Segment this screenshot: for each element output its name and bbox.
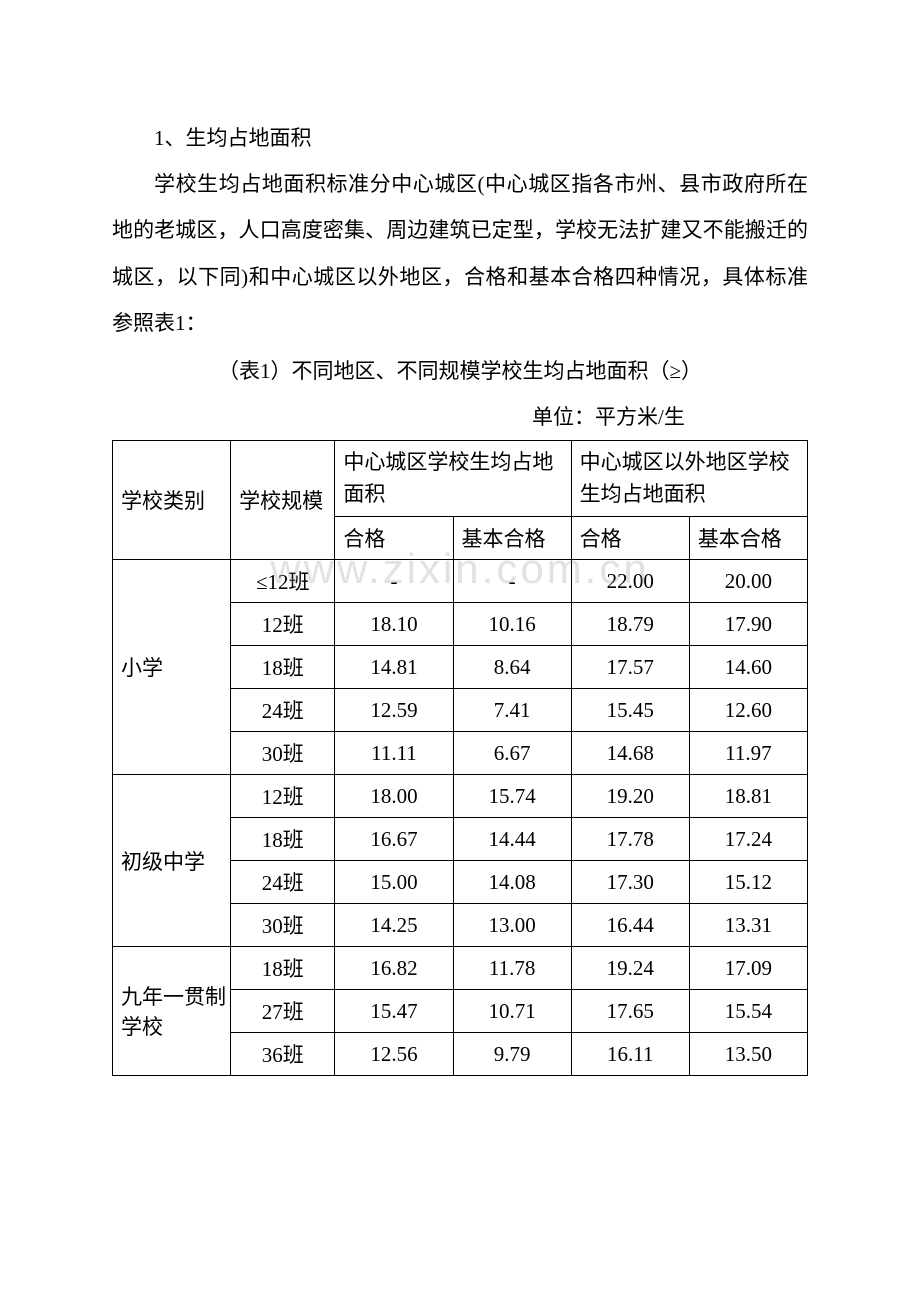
table-row: 初级中学12班18.0015.7419.2018.81: [113, 775, 808, 818]
value-cell: 8.64: [453, 646, 571, 689]
scale-cell: 36班: [231, 1033, 335, 1076]
value-cell: 15.47: [335, 990, 453, 1033]
value-cell: 16.11: [571, 1033, 689, 1076]
value-cell: 15.54: [689, 990, 807, 1033]
value-cell: 19.24: [571, 947, 689, 990]
scale-cell: ≤12班: [231, 560, 335, 603]
value-cell: -: [453, 560, 571, 603]
value-cell: 12.59: [335, 689, 453, 732]
scale-cell: 18班: [231, 947, 335, 990]
value-cell: 18.79: [571, 603, 689, 646]
value-cell: 15.12: [689, 861, 807, 904]
table-caption: （表1）不同地区、不同规模学校生均占地面积（≥）: [112, 348, 808, 394]
description-paragraph: 学校生均占地面积标准分中心城区(中心城区指各市州、县市政府所在地的老城区，人口高…: [112, 161, 808, 346]
value-cell: 17.65: [571, 990, 689, 1033]
scale-cell: 30班: [231, 732, 335, 775]
section-title: 1、生均占地面积: [112, 115, 808, 161]
scale-cell: 12班: [231, 775, 335, 818]
scale-cell: 12班: [231, 603, 335, 646]
value-cell: 7.41: [453, 689, 571, 732]
scale-cell: 24班: [231, 861, 335, 904]
scale-cell: 18班: [231, 646, 335, 689]
value-cell: 19.20: [571, 775, 689, 818]
value-cell: 11.78: [453, 947, 571, 990]
value-cell: 10.16: [453, 603, 571, 646]
table-header-row-1: 学校类别 学校规模 中心城区学校生均占地面积 中心城区以外地区学校生均占地面积: [113, 441, 808, 517]
value-cell: 17.24: [689, 818, 807, 861]
category-cell: 初级中学: [113, 775, 231, 947]
table-body: 小学≤12班--22.0020.0012班18.1010.1618.7917.9…: [113, 560, 808, 1076]
header-pass-1: 合格: [335, 517, 453, 560]
value-cell: 18.10: [335, 603, 453, 646]
value-cell: 16.44: [571, 904, 689, 947]
value-cell: 14.60: [689, 646, 807, 689]
area-standards-table: 学校类别 学校规模 中心城区学校生均占地面积 中心城区以外地区学校生均占地面积 …: [112, 440, 808, 1076]
value-cell: 17.90: [689, 603, 807, 646]
value-cell: 20.00: [689, 560, 807, 603]
header-pass-2: 合格: [571, 517, 689, 560]
value-cell: 16.82: [335, 947, 453, 990]
value-cell: 22.00: [571, 560, 689, 603]
scale-cell: 18班: [231, 818, 335, 861]
scale-cell: 24班: [231, 689, 335, 732]
value-cell: 18.81: [689, 775, 807, 818]
value-cell: 9.79: [453, 1033, 571, 1076]
value-cell: 13.31: [689, 904, 807, 947]
value-cell: 14.81: [335, 646, 453, 689]
unit-label: 单位：平方米/生: [112, 394, 808, 440]
value-cell: 15.00: [335, 861, 453, 904]
value-cell: 17.09: [689, 947, 807, 990]
category-cell: 九年一贯制学校: [113, 947, 231, 1076]
value-cell: 17.57: [571, 646, 689, 689]
category-cell: 小学: [113, 560, 231, 775]
value-cell: 14.44: [453, 818, 571, 861]
value-cell: 11.11: [335, 732, 453, 775]
value-cell: 16.67: [335, 818, 453, 861]
scale-cell: 27班: [231, 990, 335, 1033]
table-row: 小学≤12班--22.0020.00: [113, 560, 808, 603]
value-cell: 10.71: [453, 990, 571, 1033]
value-cell: -: [335, 560, 453, 603]
value-cell: 12.56: [335, 1033, 453, 1076]
header-outside-area: 中心城区以外地区学校生均占地面积: [571, 441, 807, 517]
table-row: 九年一贯制学校18班16.8211.7819.2417.09: [113, 947, 808, 990]
header-scale: 学校规模: [231, 441, 335, 560]
value-cell: 14.25: [335, 904, 453, 947]
value-cell: 13.50: [689, 1033, 807, 1076]
value-cell: 6.67: [453, 732, 571, 775]
value-cell: 18.00: [335, 775, 453, 818]
value-cell: 15.45: [571, 689, 689, 732]
value-cell: 14.68: [571, 732, 689, 775]
value-cell: 14.08: [453, 861, 571, 904]
value-cell: 15.74: [453, 775, 571, 818]
value-cell: 11.97: [689, 732, 807, 775]
header-category: 学校类别: [113, 441, 231, 560]
value-cell: 12.60: [689, 689, 807, 732]
value-cell: 17.30: [571, 861, 689, 904]
header-center-area: 中心城区学校生均占地面积: [335, 441, 571, 517]
header-basic-pass-2: 基本合格: [689, 517, 807, 560]
scale-cell: 30班: [231, 904, 335, 947]
value-cell: 13.00: [453, 904, 571, 947]
header-basic-pass-1: 基本合格: [453, 517, 571, 560]
value-cell: 17.78: [571, 818, 689, 861]
